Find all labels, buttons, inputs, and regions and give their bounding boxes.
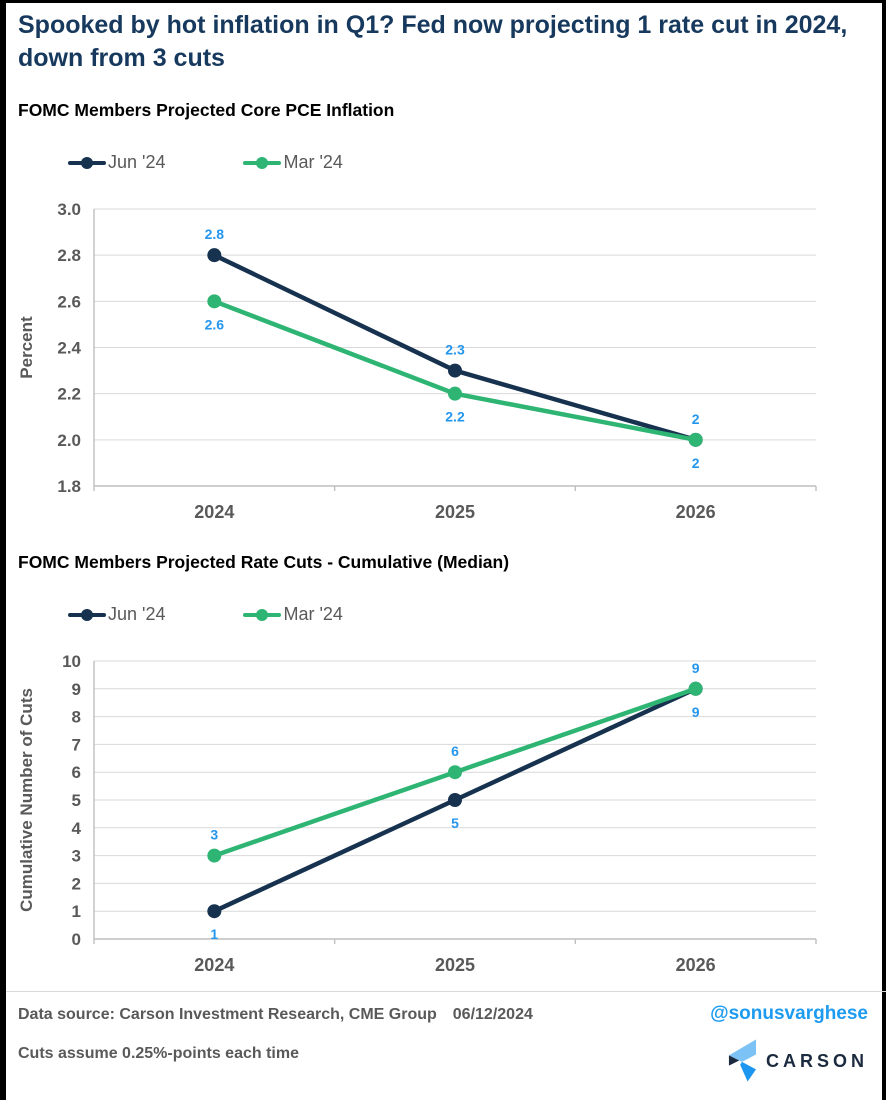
- legend-dot-icon: [256, 608, 269, 621]
- chart1-legend: Jun '24 Mar '24: [68, 152, 343, 173]
- svg-text:2.6: 2.6: [57, 292, 81, 311]
- footnote-text: Cuts assume 0.25%-points each time: [18, 1045, 299, 1062]
- legend-label-jun24: Jun '24: [108, 152, 166, 172]
- date-text: 06/12/2024: [452, 1006, 533, 1023]
- twitter-handle-link[interactable]: @sonusvarghese: [710, 1003, 868, 1024]
- svg-text:2.0: 2.0: [57, 431, 81, 450]
- legend-item-mar24: Mar '24: [243, 604, 343, 625]
- legend-label-mar24: Mar '24: [283, 152, 343, 172]
- legend-marker-mar24-icon: [243, 608, 282, 621]
- core-pce-inflation-chart: 1.8 2.0 2.2 2.4 2.6 2.8 3.0 2024 2025 2026 Percent…: [17, 200, 817, 522]
- legend-dot-icon: [81, 156, 93, 169]
- svg-text:1: 1: [210, 926, 218, 942]
- carson-logo: CARSON: [728, 1039, 868, 1083]
- svg-text:4: 4: [72, 819, 82, 838]
- svg-text:2.6: 2.6: [205, 316, 225, 332]
- legend-marker-jun24-icon: [68, 608, 106, 621]
- svg-text:2.2: 2.2: [445, 409, 465, 425]
- svg-text:2026: 2026: [676, 502, 716, 522]
- svg-text:5: 5: [451, 815, 459, 831]
- svg-text:Percent: Percent: [17, 316, 36, 379]
- legend-dot-icon: [256, 156, 269, 169]
- svg-text:1: 1: [72, 902, 81, 921]
- carson-wordmark: CARSON: [765, 1050, 868, 1071]
- legend-marker-jun24-icon: [68, 156, 106, 169]
- svg-text:2025: 2025: [435, 955, 475, 975]
- svg-text:2.8: 2.8: [57, 246, 81, 265]
- svg-text:9: 9: [692, 704, 700, 720]
- legend-label-jun24: Jun '24: [108, 604, 166, 624]
- svg-text:2024: 2024: [194, 955, 234, 975]
- legend-item-jun24: Jun '24: [68, 152, 165, 173]
- svg-text:2.2: 2.2: [57, 385, 81, 404]
- svg-text:5: 5: [72, 791, 81, 810]
- data-source-text: Data source: Carson Investment Research,…: [18, 1006, 437, 1023]
- svg-text:3: 3: [72, 847, 81, 866]
- svg-text:1.8: 1.8: [57, 477, 81, 496]
- svg-text:2: 2: [692, 455, 700, 471]
- footer-divider: [6, 991, 886, 992]
- svg-text:2026: 2026: [676, 955, 716, 975]
- data-source-line: Data source: Carson Investment Research,…: [18, 1006, 533, 1024]
- chart2-title: FOMC Members Projected Rate Cuts - Cumul…: [18, 552, 510, 572]
- chart1-title: FOMC Members Projected Core PCE Inflatio…: [18, 100, 395, 120]
- svg-text:6: 6: [72, 763, 81, 782]
- svg-text:6: 6: [451, 743, 459, 759]
- svg-text:2.3: 2.3: [445, 342, 465, 358]
- svg-text:2: 2: [72, 874, 81, 893]
- legend-item-jun24: Jun '24: [68, 604, 165, 625]
- legend-marker-mar24-icon: [243, 156, 282, 169]
- svg-text:2024: 2024: [194, 502, 234, 522]
- legend-label-mar24: Mar '24: [283, 604, 343, 624]
- rate-cuts-cumulative-chart: 0 1 2 3 4 5 6 7 8 9 10 2024 2025 2026 Cumulative Numbe…: [17, 652, 817, 975]
- svg-text:2.8: 2.8: [205, 226, 225, 242]
- svg-text:2: 2: [692, 411, 700, 427]
- svg-text:0: 0: [72, 930, 81, 949]
- footer-row-2: Cuts assume 0.25%-points each time CARSO…: [18, 1039, 868, 1083]
- chart2-legend: Jun '24 Mar '24: [68, 604, 343, 625]
- svg-text:2025: 2025: [435, 502, 475, 522]
- svg-text:2.4: 2.4: [57, 339, 81, 358]
- svg-text:9: 9: [692, 660, 700, 676]
- svg-text:10: 10: [62, 652, 81, 671]
- svg-text:Cumulative Number of Cuts: Cumulative Number of Cuts: [17, 688, 36, 912]
- carson-logo-icon: [728, 1039, 756, 1082]
- page-title: Spooked by hot inflation in Q1? Fed now …: [18, 11, 848, 72]
- svg-text:3: 3: [210, 827, 218, 843]
- svg-text:7: 7: [72, 735, 81, 754]
- svg-text:3.0: 3.0: [57, 200, 81, 219]
- legend-dot-icon: [81, 608, 93, 621]
- footer-row-1: Data source: Carson Investment Research,…: [18, 1003, 868, 1025]
- svg-text:9: 9: [72, 680, 81, 699]
- legend-item-mar24: Mar '24: [243, 152, 343, 173]
- svg-text:8: 8: [72, 708, 81, 727]
